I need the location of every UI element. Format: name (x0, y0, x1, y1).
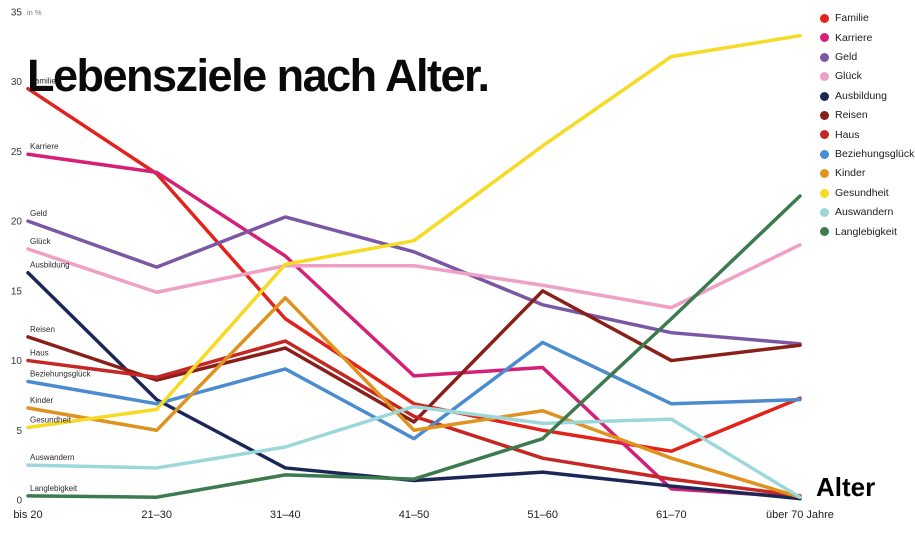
legend-dot-icon (820, 188, 829, 198)
legend-label: Kinder (835, 167, 866, 180)
legend-dot-icon (820, 33, 829, 43)
legend-dot-icon (820, 149, 829, 159)
x-tick-label: 41–50 (399, 509, 430, 521)
legend-label: Haus (835, 128, 860, 141)
legend-item: Familie (820, 13, 914, 24)
x-tick-label: 61–70 (656, 509, 687, 521)
x-tick-label: bis 20 (13, 509, 42, 521)
legend-label: Geld (835, 51, 858, 64)
series-line-5 (26, 289, 802, 424)
series-line-2 (26, 215, 802, 346)
y-tick-label: 0 (16, 496, 22, 507)
legend-label: Auswandern (835, 206, 894, 219)
legend-label: Familie (835, 12, 869, 25)
series-start-label: Langlebigkeit (30, 484, 78, 493)
series-start-label: Ausbildung (30, 261, 70, 270)
legend-label: Reisen (835, 109, 868, 122)
y-tick-label: 25 (11, 147, 23, 158)
y-tick-label: 20 (11, 217, 23, 228)
series-start-label: Haus (30, 349, 49, 358)
legend-dot-icon (820, 227, 829, 237)
legend-item: Glück (820, 71, 914, 82)
legend-item: Haus (820, 129, 914, 140)
series-line-9 (26, 33, 802, 430)
legend-dot-icon (820, 169, 829, 179)
series-start-label: Kinder (30, 396, 53, 405)
series-start-label: Auswandern (30, 453, 74, 462)
series-line-0 (26, 86, 802, 453)
legend-dot-icon (820, 207, 829, 217)
y-tick-label: 15 (11, 286, 23, 297)
series-start-label: Reisen (30, 325, 55, 334)
legend: Familie Karriere Geld Glück Ausbildung Reisen… (820, 13, 914, 237)
x-axis-title: Alter (816, 472, 876, 502)
legend-label: Gesundheit (835, 186, 889, 199)
x-tick-label: 51–60 (527, 509, 558, 521)
series-line-3 (26, 243, 802, 310)
legend-item: Beziehungsglück (820, 149, 914, 160)
legend-dot-icon (820, 130, 829, 140)
legend-dot-icon (820, 52, 829, 62)
legend-label: Ausbildung (835, 89, 887, 102)
legend-item: Auswandern (820, 207, 914, 218)
series-line-8 (26, 296, 802, 499)
series-start-label: Karriere (30, 142, 59, 151)
series-line-6 (26, 339, 802, 498)
series-start-label: Gesundheit (30, 415, 72, 424)
x-tick-label: über 70 Jahre (766, 509, 834, 521)
y-tick-label: 10 (11, 356, 23, 367)
y-axis-unit-label: in % (27, 8, 42, 17)
series-start-label: Familie (30, 77, 56, 86)
series-line-7 (26, 340, 802, 441)
legend-item: Gesundheit (820, 188, 914, 199)
y-tick-label: 5 (16, 426, 22, 437)
legend-item: Reisen (820, 110, 914, 121)
series-line-11 (26, 194, 802, 499)
legend-item: Karriere (820, 32, 914, 43)
x-tick-label: 21–30 (141, 509, 172, 521)
legend-item: Kinder (820, 168, 914, 179)
legend-item: Geld (820, 52, 914, 63)
legend-dot-icon (820, 14, 829, 23)
legend-item: Ausbildung (820, 91, 914, 102)
legend-dot-icon (820, 110, 829, 120)
legend-label: Beziehungsglück (835, 147, 915, 160)
y-tick-label: 30 (11, 77, 23, 88)
series-start-label: Beziehungsglück (30, 369, 91, 378)
legend-dot-icon (820, 72, 829, 82)
legend-label: Langlebigkeit (835, 225, 897, 238)
series-line-10 (26, 404, 802, 499)
legend-dot-icon (820, 91, 829, 101)
series-start-label: Glück (30, 237, 51, 246)
page-title: Lebensziele nach Alter. (27, 50, 490, 102)
legend-label: Glück (835, 70, 862, 83)
series-line-1 (26, 152, 802, 499)
y-tick-label: 35 (11, 8, 23, 19)
series-start-label: Geld (30, 209, 47, 218)
legend-item: Langlebigkeit (820, 226, 914, 237)
x-tick-label: 31–40 (270, 509, 301, 521)
legend-label: Karriere (835, 31, 873, 44)
